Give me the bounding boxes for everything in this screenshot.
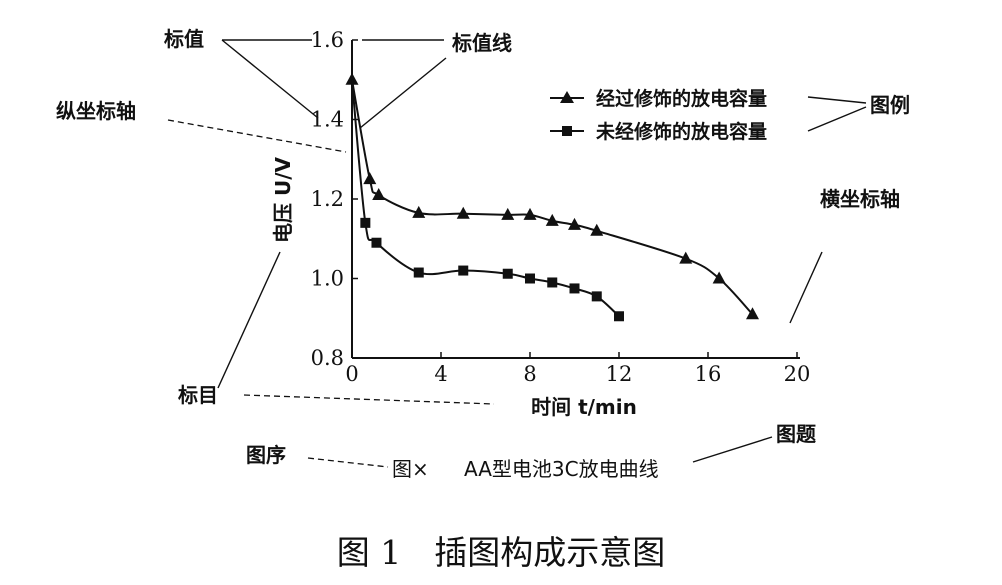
y-tick-label: 1.0 [311, 267, 344, 291]
annotation-figure-number: 图序 [246, 443, 286, 467]
y-tick-label: 1.2 [311, 187, 344, 211]
x-tick-label: 4 [434, 362, 447, 386]
figure-number: 图× [392, 457, 429, 481]
x-axis-label: 时间 t/min [531, 395, 637, 419]
data-point-triangle [372, 188, 386, 201]
y-tick-label: 1.6 [311, 28, 344, 52]
data-point-triangle [712, 271, 726, 284]
data-point-triangle [345, 72, 359, 85]
data-point-square [569, 283, 580, 294]
y-axis-label: 电压 U/V [271, 156, 295, 243]
data-point-triangle [568, 217, 581, 230]
y-axis-ticks: 0.8 1.0 1.2 1.4 1.6 [311, 28, 358, 370]
data-point-square [614, 311, 624, 322]
legend-label-unmodified: 未经修饰的放电容量 [595, 120, 767, 143]
data-point-triangle [363, 172, 377, 185]
x-tick-label: 16 [695, 362, 722, 386]
x-tick-label: 8 [523, 362, 536, 386]
data-point-square [502, 268, 513, 279]
x-tick-label: 12 [606, 362, 633, 386]
y-tick-label: 1.4 [311, 108, 344, 132]
chart-title: AA型电池3C放电曲线 [464, 457, 659, 481]
x-axis-ticks: 0 4 8 12 16 20 [345, 352, 810, 386]
annotation-leaders [167, 39, 867, 468]
annotation-legend: 图例 [870, 93, 910, 117]
data-point-square [547, 277, 558, 288]
x-tick-label: 0 [345, 362, 358, 386]
plot-area [345, 72, 759, 322]
data-point-triangle [523, 207, 537, 220]
legend: 经过修饰的放电容量 未经修饰的放电容量 [550, 87, 767, 143]
data-point-triangle [456, 206, 470, 219]
data-point-square [591, 291, 602, 302]
data-point-square [458, 265, 469, 276]
legend-marker-square [562, 126, 572, 136]
annotation-y-axis: 纵坐标轴 [56, 99, 136, 123]
data-point-triangle [545, 213, 559, 226]
data-point-square [360, 217, 371, 228]
data-point-square [525, 273, 535, 284]
data-point-triangle [746, 307, 759, 320]
legend-marker-triangle [560, 91, 574, 103]
annotation-x-axis: 横坐标轴 [820, 187, 900, 211]
data-point-triangle [679, 251, 693, 264]
y-tick-label: 0.8 [311, 346, 344, 370]
data-point-triangle [590, 223, 604, 236]
data-point-square [413, 267, 424, 278]
annotation-tick-mark: 标值线 [452, 31, 512, 55]
x-tick-label: 20 [784, 362, 811, 386]
data-point-triangle [412, 205, 426, 218]
legend-label-modified: 经过修饰的放电容量 [596, 87, 767, 110]
figure-caption: 图 1 插图构成示意图 [337, 533, 666, 572]
data-point-triangle [501, 207, 515, 220]
annotation-figure-title: 图题 [776, 422, 817, 446]
data-point-square [371, 237, 382, 248]
series-line-unmodified [351, 79, 620, 318]
annotation-axis-title: 标目 [178, 383, 218, 407]
annotation-tick-value: 标值 [164, 27, 204, 51]
